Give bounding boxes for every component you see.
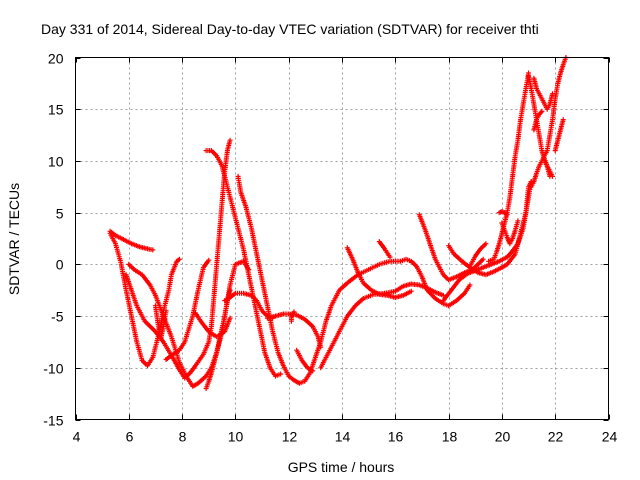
x-tick-label: 6 xyxy=(126,429,134,445)
data-marker-path xyxy=(552,117,566,154)
series-s30 xyxy=(542,156,553,179)
series-s11 xyxy=(235,173,473,386)
data-marker-path xyxy=(203,148,284,379)
series-s10 xyxy=(203,148,284,379)
data-marker-path xyxy=(542,156,553,179)
series-s21 xyxy=(467,241,489,269)
data-marker-path xyxy=(294,347,316,374)
series-s28 xyxy=(531,108,545,133)
data-marker-path xyxy=(152,303,169,342)
data-marker-path xyxy=(264,311,324,350)
grid-lines xyxy=(75,57,609,420)
data-marker-path xyxy=(288,309,297,324)
y-tick-labels: -15 -10 -5 0 5 10 15 20 xyxy=(43,51,63,429)
data-marker-path xyxy=(499,218,521,247)
y-tick-label: 10 xyxy=(48,154,64,170)
series-s18 xyxy=(416,212,486,283)
data-marker-path xyxy=(531,75,555,112)
chart-title: Day 331 of 2014, Sidereal Day-to-day VTE… xyxy=(41,21,539,37)
y-axis-label: SDTVAR / TECUs xyxy=(6,183,22,295)
y-tick-label: -15 xyxy=(43,413,63,429)
x-tick-label: 8 xyxy=(179,429,187,445)
x-tick-label: 4 xyxy=(73,429,81,445)
data-marker-path xyxy=(531,108,545,133)
data-marker-path xyxy=(192,310,233,340)
y-tick-label: -5 xyxy=(51,309,64,325)
y-tick-label: 5 xyxy=(56,206,64,222)
x-tick-label: 18 xyxy=(442,429,458,445)
data-marker-path xyxy=(446,179,534,278)
data-marker-path xyxy=(496,209,510,218)
series-s23 xyxy=(496,209,510,218)
x-tick-label: 12 xyxy=(282,429,298,445)
series-s29 xyxy=(552,117,566,154)
axis-ticks xyxy=(75,57,610,421)
x-tick-label: 16 xyxy=(388,429,404,445)
y-tick-label: 15 xyxy=(48,102,64,118)
data-marker-path xyxy=(344,245,414,300)
series-s13 xyxy=(288,309,297,324)
x-tick-label: 10 xyxy=(228,429,244,445)
series-s5 xyxy=(152,303,169,342)
series-s16 xyxy=(344,245,414,300)
data-marker-path xyxy=(486,70,531,264)
x-tick-label: 22 xyxy=(548,429,564,445)
y-tick-label: -10 xyxy=(43,361,63,377)
data-marker-path xyxy=(416,212,486,283)
series-s27 xyxy=(531,75,555,112)
data-marker-path xyxy=(163,257,212,362)
series-s22 xyxy=(486,70,531,264)
y-tick-label: 0 xyxy=(56,257,64,273)
x-axis-label: GPS time / hours xyxy=(288,459,395,475)
data-marker-path xyxy=(107,230,182,369)
series-s17 xyxy=(376,239,393,260)
data-marker-path xyxy=(376,239,393,260)
series-s6 xyxy=(163,257,212,362)
series-s24 xyxy=(499,218,521,247)
series-s20 xyxy=(446,179,534,278)
y-tick-label: 20 xyxy=(48,51,64,67)
series-s2 xyxy=(107,230,182,369)
x-tick-labels: 4 6 8 10 12 14 16 18 20 22 24 xyxy=(73,429,618,445)
x-tick-label: 14 xyxy=(335,429,351,445)
data-marker-path xyxy=(467,241,489,269)
series-s12 xyxy=(264,311,324,350)
x-tick-label: 24 xyxy=(602,429,618,445)
data-marker-path xyxy=(235,173,473,386)
series-s9 xyxy=(192,310,233,340)
series-s14 xyxy=(294,347,316,374)
data-markers xyxy=(107,55,569,391)
x-tick-label: 20 xyxy=(495,429,511,445)
